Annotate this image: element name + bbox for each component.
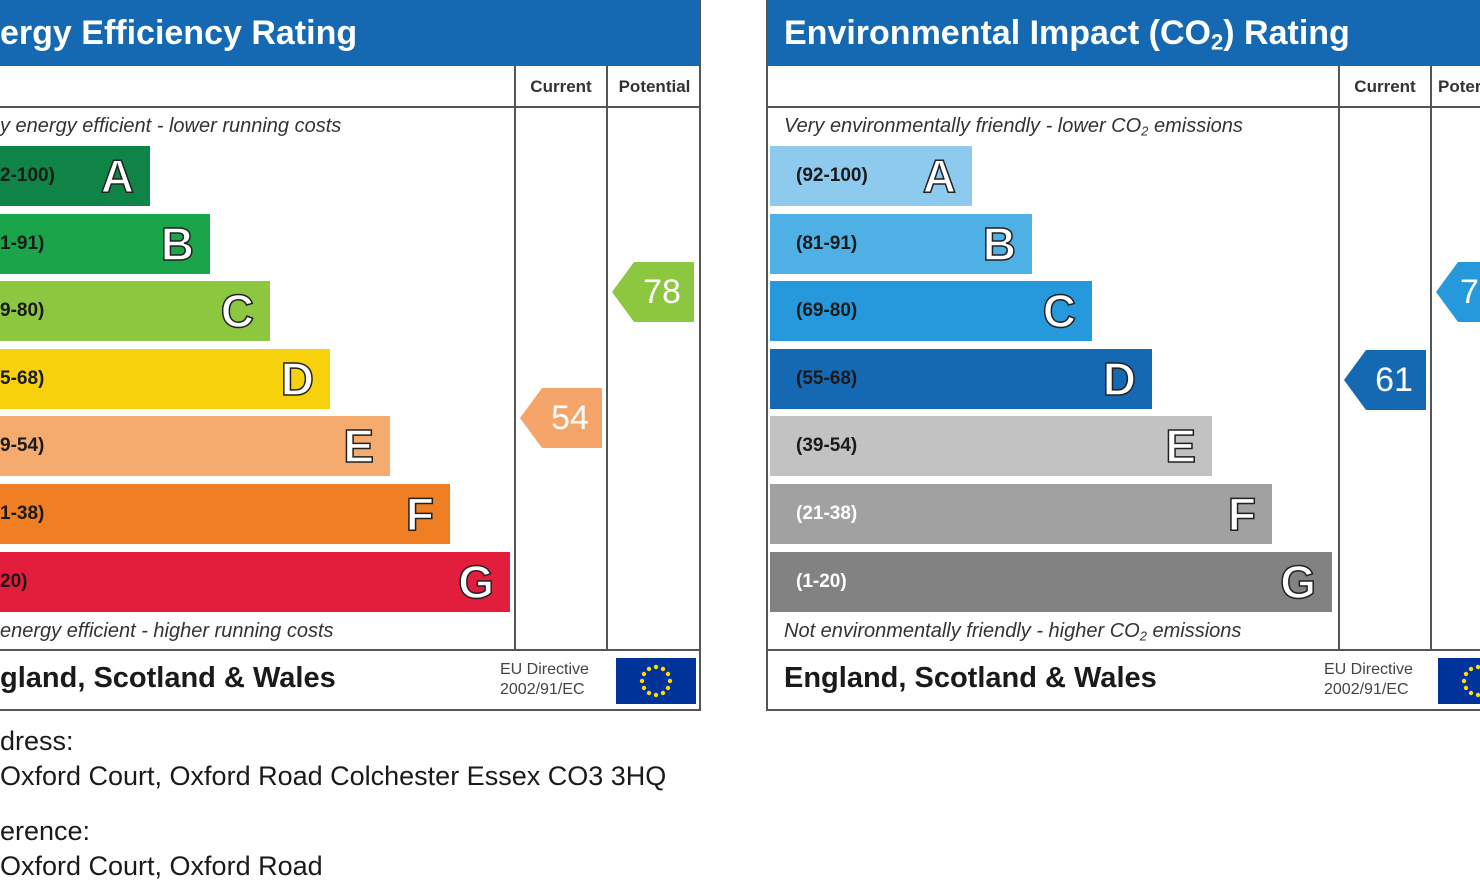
band-g: (1-20) G [770, 551, 1332, 612]
band-letter: G [1279, 555, 1316, 609]
band-letter: A [922, 149, 957, 203]
band-range-label: (92-100) [796, 165, 868, 186]
potential-rating-value: 78 [643, 273, 681, 311]
band-c: (69-80) C [770, 281, 1092, 342]
current-rating-arrow: 54 [520, 388, 602, 448]
band-letter: D [280, 352, 315, 406]
bottom-note: energy efficient - higher running costs [0, 620, 334, 642]
eu-directive-line: EU Directive [1324, 661, 1413, 678]
potential-rating-arrow: 7 [1436, 262, 1480, 322]
band-b: (81-91) B [770, 213, 1032, 274]
address-value: Oxford Court, Oxford Road Colchester Ess… [0, 761, 667, 791]
eu-flag-icon [616, 658, 696, 704]
current-rating-value: 61 [1375, 361, 1413, 399]
chart-title: ergy Efficiency Rating [0, 14, 358, 52]
potential-rating-arrow: 78 [612, 262, 694, 322]
arrow-shape [520, 388, 602, 448]
band-c: 9-80) C [0, 281, 270, 342]
energy-efficiency-chart: ergy Efficiency Rating Current Potential… [0, 0, 701, 711]
band-g: 20) G [0, 551, 510, 612]
environmental-impact-chart: Environmental Impact (CO2) Rating Curren… [766, 0, 1480, 711]
band-range-label: 9-80) [0, 300, 45, 322]
band-letter: E [343, 420, 375, 474]
band-e: (39-54) E [770, 416, 1212, 477]
current-rating-value: 54 [551, 399, 589, 437]
eu-stars [1461, 664, 1480, 698]
band-letter: C [1042, 284, 1077, 338]
band-a: (92-100) A [770, 146, 972, 206]
eu-directive-line: EU Directive [500, 661, 589, 678]
band-d: (55-68) D [770, 348, 1152, 409]
column-current: Current [1354, 77, 1416, 96]
band-letter: D [1102, 352, 1137, 406]
arrow-shape [612, 262, 694, 322]
band-letter: E [1165, 420, 1197, 474]
top-note: Very environmentally friendly - lower CO… [784, 115, 1243, 139]
reference-value: Oxford Court, Oxford Road [0, 851, 323, 881]
column-current: Current [530, 77, 592, 96]
eu-stars [639, 664, 673, 698]
band-range-label: (81-91) [796, 232, 858, 254]
arrow-shape [1344, 350, 1426, 410]
band-f: (21-38) F [770, 484, 1272, 544]
band-range-label: 5-68) [0, 367, 45, 389]
footer-country: England, Scotland & Wales [784, 662, 1157, 694]
panel-title: Environmental Impact (CO2) Rating [768, 0, 1480, 66]
column-potential: Poter [1438, 77, 1480, 96]
eu-flag-icon [1438, 658, 1480, 704]
eu-directive-text: EU Directive 2002/91/EC [1324, 660, 1413, 700]
band-letter: B [982, 217, 1017, 271]
band-range-label: 1-38) [0, 503, 45, 524]
band-range-label: 20) [0, 570, 28, 592]
address-label: dress: [0, 726, 74, 756]
footer-country: gland, Scotland & Wales [0, 662, 336, 694]
band-range-label: 2-100) [0, 165, 55, 186]
band-letter: F [1227, 487, 1257, 541]
current-rating-arrow: 61 [1344, 350, 1426, 410]
panel-title: ergy Efficiency Rating [0, 0, 699, 66]
band-letter: F [405, 487, 435, 541]
band-f: 1-38) F [0, 484, 450, 544]
band-d: 5-68) D [0, 348, 330, 409]
band-letter: C [220, 284, 255, 338]
band-letter: A [100, 149, 135, 203]
potential-rating-value: 7 [1460, 273, 1479, 311]
band-range-label: (69-80) [796, 300, 858, 322]
bottom-note: Not environmentally friendly - higher CO… [784, 620, 1242, 644]
top-note: y energy efficient - lower running costs [0, 115, 342, 137]
eu-directive-line: 2002/91/EC [1324, 681, 1409, 698]
band-e: 9-54) E [0, 416, 390, 477]
band-range-label: (21-38) [796, 503, 858, 524]
band-range-label: 1-91) [0, 232, 45, 254]
reference-label: erence: [0, 816, 91, 846]
band-range-label: (1-20) [796, 570, 847, 592]
band-b: 1-91) B [0, 213, 210, 274]
band-a: 2-100) A [0, 146, 150, 206]
eu-directive-text: EU Directive 2002/91/EC [500, 660, 589, 700]
arrow-shape [1436, 262, 1480, 322]
band-range-label: (55-68) [796, 367, 858, 389]
eu-directive-line: 2002/91/EC [500, 681, 585, 698]
band-letter: G [457, 555, 494, 609]
column-potential: Potential [618, 77, 691, 96]
band-range-label: (39-54) [796, 435, 858, 457]
band-range-label: 9-54) [0, 435, 45, 457]
band-letter: B [160, 217, 195, 271]
